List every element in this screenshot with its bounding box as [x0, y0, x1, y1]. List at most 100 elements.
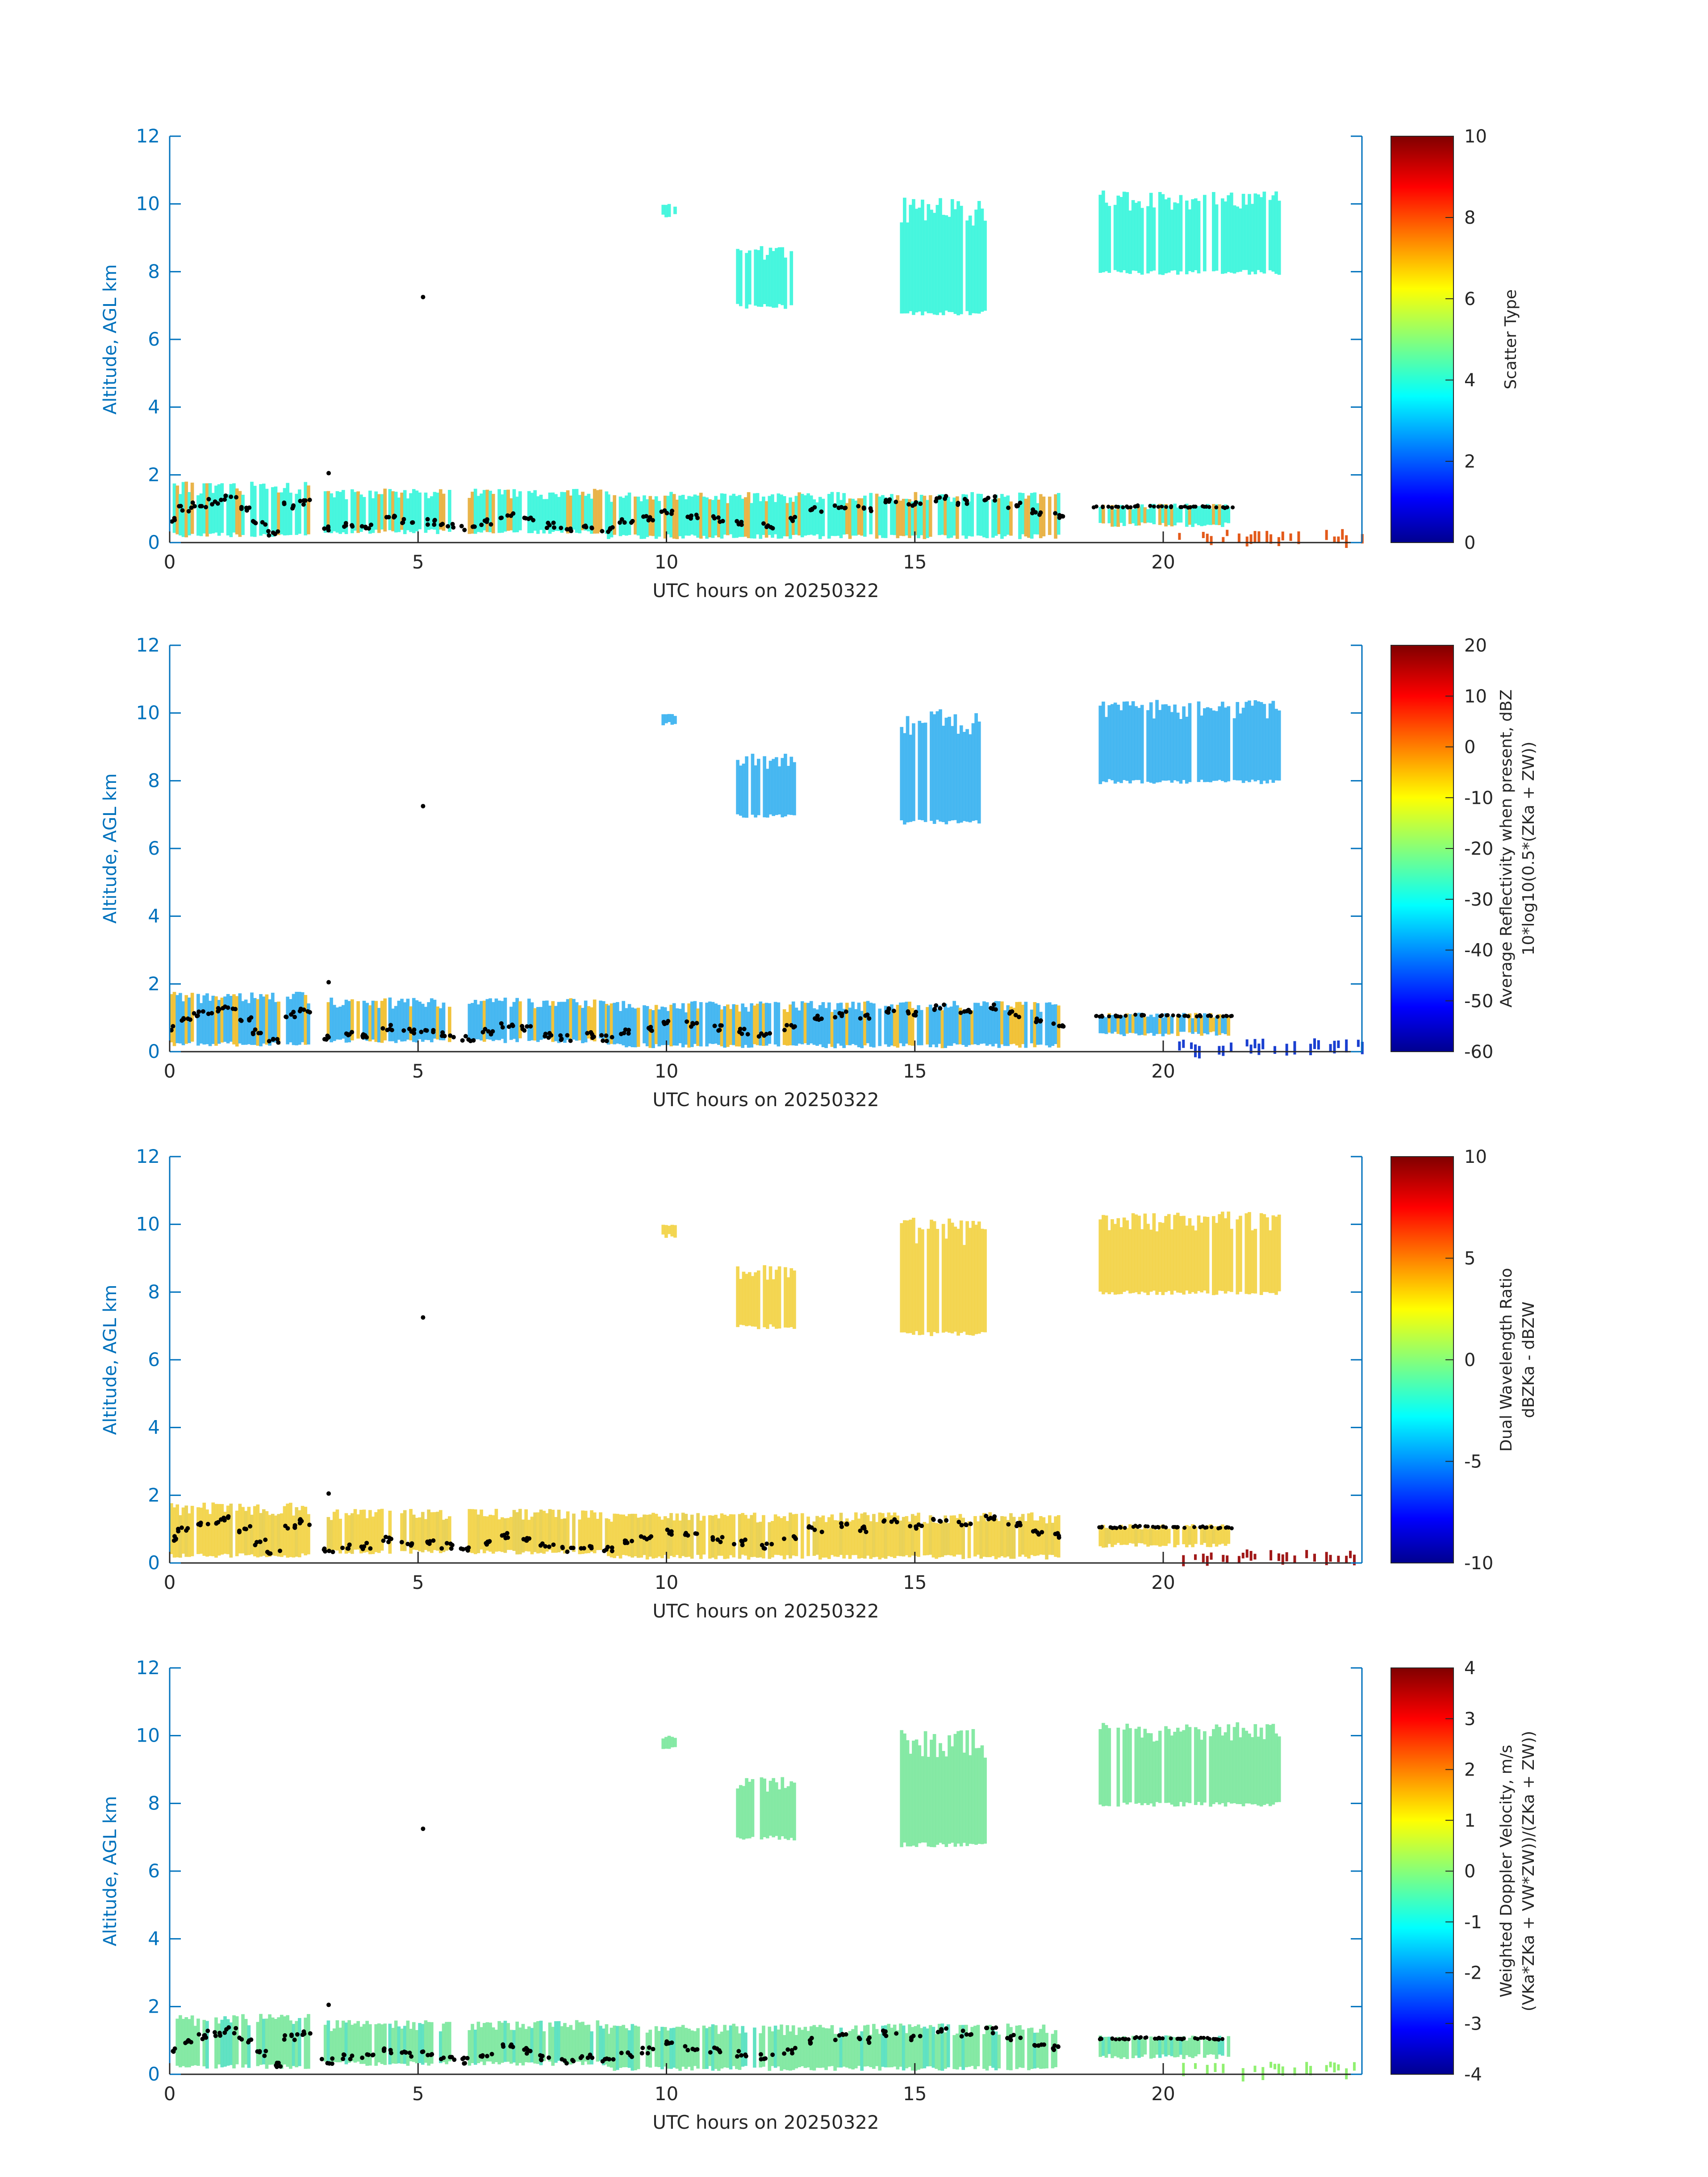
- echo-streak: [601, 2028, 606, 2065]
- echo-streak: [946, 2024, 950, 2068]
- cloud-base-point: [626, 2050, 631, 2055]
- cloud-base-point: [1204, 505, 1208, 509]
- echo-streak: [764, 1003, 768, 1046]
- echo-streak: [253, 998, 257, 1045]
- echo-streak: [301, 1506, 305, 1554]
- echo-streak: [980, 1228, 984, 1332]
- echo-streak: [1158, 710, 1162, 782]
- echo-streak: [660, 2027, 664, 2069]
- echo-streak: [948, 717, 951, 821]
- echo-streak: [949, 1515, 953, 1556]
- echo-streak: [1176, 712, 1180, 781]
- echo-streak: [732, 1514, 736, 1558]
- echo-streak: [845, 503, 849, 535]
- echo-streak: [979, 494, 983, 536]
- cloud-base-point: [716, 515, 721, 520]
- echo-streak: [223, 1512, 227, 1554]
- echo-streak: [1006, 1520, 1010, 1557]
- echo-streak: [1167, 1529, 1171, 1544]
- echo-streak: [1274, 709, 1278, 781]
- echo-streak: [368, 1005, 372, 1042]
- cloud-base-point: [1220, 2037, 1225, 2041]
- echo-streak: [1125, 701, 1129, 781]
- echo-streak: [622, 2025, 626, 2068]
- surface-echo: [1245, 1039, 1249, 1047]
- cloud-base-point: [360, 2055, 365, 2060]
- echo-streak: [1271, 701, 1275, 783]
- echo-streak: [277, 2017, 280, 2065]
- echo-streak: [909, 735, 913, 822]
- echo-streak: [1179, 1731, 1183, 1802]
- cloud-base-point: [1121, 505, 1125, 510]
- cloud-base-point: [819, 1016, 824, 1021]
- echo-streak: [442, 1520, 446, 1552]
- echo-streak: [739, 1279, 743, 1325]
- cloud-base-point: [275, 1037, 280, 1042]
- echo-streak: [985, 1002, 989, 1046]
- echo-streak: [726, 1516, 730, 1559]
- echo-streak: [866, 1001, 870, 1044]
- echo-streak: [780, 2024, 783, 2071]
- surface-echo: [1261, 1038, 1265, 1049]
- echo-streak: [762, 1515, 765, 1559]
- echo-streak: [1227, 1212, 1231, 1291]
- echo-streak: [1131, 2035, 1135, 2058]
- echo-streak: [539, 494, 543, 530]
- echo-streak: [527, 999, 531, 1041]
- echo-streak: [578, 495, 582, 534]
- echo-streak: [1146, 1224, 1150, 1295]
- cloud-base-point: [216, 1009, 221, 1014]
- echo-streak: [427, 1002, 430, 1040]
- cloud-base-point: [630, 1538, 635, 1543]
- echo-streak: [726, 503, 730, 535]
- cloud-base-point: [221, 1516, 226, 1521]
- echo-streak: [430, 496, 434, 530]
- cloud-base-point: [956, 1520, 961, 1525]
- cloud-base-point: [745, 1032, 750, 1037]
- echo-streak: [365, 1003, 369, 1041]
- echo-streak: [489, 2022, 492, 2062]
- echo-streak: [914, 2026, 918, 2071]
- echo-streak: [926, 1007, 929, 1045]
- echo-streak: [359, 494, 363, 532]
- echo-streak: [274, 1515, 278, 1556]
- echo-streak: [1212, 504, 1215, 525]
- echo-streak: [968, 1755, 972, 1844]
- echo-streak: [1104, 2037, 1108, 2058]
- echo-streak: [341, 1005, 345, 1039]
- echo-streak: [587, 1006, 591, 1039]
- cloud-base-point: [323, 1549, 328, 1554]
- echo-streak: [214, 1504, 218, 1558]
- echo-streak: [1173, 1528, 1177, 1547]
- echo-streak: [563, 1518, 567, 1554]
- echo-streak: [394, 1006, 398, 1043]
- echo-streak: [380, 2024, 384, 2064]
- echo-streak: [1239, 1216, 1242, 1292]
- echo-streak: [1179, 1015, 1183, 1032]
- x-tick-label: 5: [412, 2083, 424, 2105]
- echo-streak: [739, 1785, 743, 1839]
- echo-streak: [494, 2030, 498, 2062]
- echo-streak: [812, 499, 816, 536]
- echo-streak: [1104, 1215, 1108, 1293]
- echo-streak: [1116, 506, 1120, 527]
- cloud-base-point: [230, 1006, 235, 1011]
- cloud-base-point: [720, 1535, 725, 1540]
- echo-streak: [912, 1217, 915, 1335]
- cloud-base-point: [505, 513, 510, 518]
- cloud-base-point: [662, 1021, 667, 1026]
- echo-streak: [661, 205, 665, 215]
- echo-streak: [605, 1004, 609, 1043]
- cloud-base-point: [740, 1539, 745, 1544]
- cloud-base-point: [819, 509, 824, 514]
- echo-streak: [930, 209, 933, 313]
- cloud-base-point: [248, 1524, 253, 1529]
- cloud-base-point: [1006, 1522, 1011, 1527]
- echo-streak: [944, 215, 948, 311]
- echo-streak: [1232, 718, 1236, 780]
- cloud-base-point: [856, 504, 861, 509]
- echo-streak: [932, 213, 936, 315]
- echo-streak: [1122, 1730, 1126, 1803]
- echo-streak: [1271, 1215, 1275, 1293]
